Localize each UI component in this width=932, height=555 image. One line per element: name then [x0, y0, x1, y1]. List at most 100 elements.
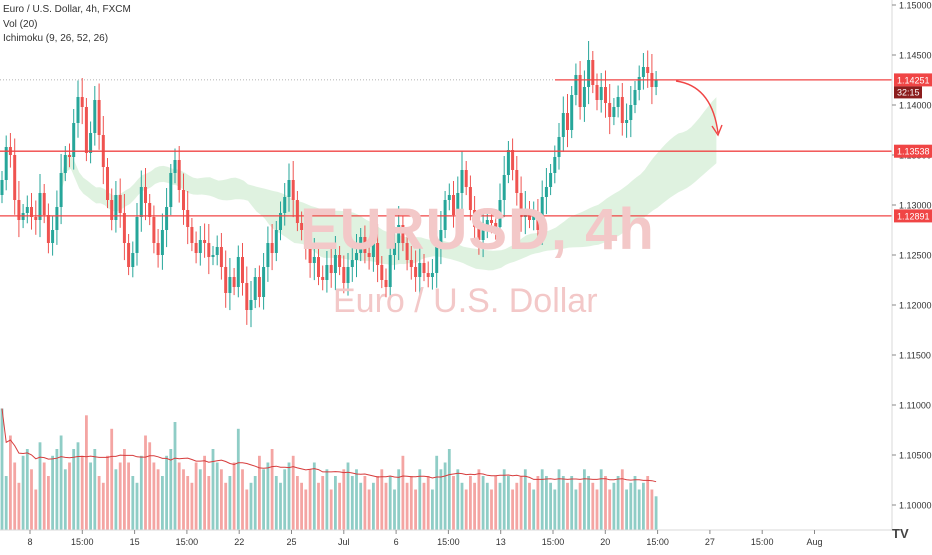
- candle-body: [241, 257, 244, 283]
- candle-body: [616, 97, 620, 107]
- candle-body: [641, 67, 645, 77]
- volume-bar: [47, 476, 50, 530]
- ichimoku-indicator-label[interactable]: Ichimoku (9, 26, 52, 26): [3, 33, 109, 44]
- candle-body: [118, 195, 122, 213]
- candle: [173, 148, 177, 184]
- candle: [477, 210, 481, 255]
- volume-bar: [21, 455, 25, 531]
- candle: [380, 256, 384, 289]
- candle: [633, 81, 637, 114]
- candle-body: [266, 243, 270, 267]
- volume-bar: [447, 449, 451, 530]
- candle-body: [312, 257, 316, 263]
- candle-body: [604, 87, 607, 103]
- volume-bar: [245, 489, 249, 530]
- candle: [650, 54, 654, 105]
- price-tick-label: 1.14000: [899, 101, 932, 111]
- candle-body: [633, 90, 637, 105]
- candle-body: [405, 243, 409, 260]
- candle-body: [452, 195, 455, 215]
- candle-body: [329, 265, 333, 273]
- candle-body: [409, 260, 413, 267]
- time-axis-background: [0, 530, 932, 550]
- candle: [139, 170, 143, 232]
- volume-bar: [123, 449, 126, 530]
- candle-body: [114, 195, 118, 220]
- candle: [312, 238, 316, 281]
- volume-bar: [152, 462, 156, 530]
- time-tick-label: Aug: [806, 537, 822, 547]
- candle-body: [355, 253, 358, 260]
- volume-bar: [431, 489, 434, 530]
- volume-bar: [422, 482, 426, 531]
- symbol-title[interactable]: Euro / U.S. Dollar, 4h, FXCM: [3, 4, 131, 15]
- volume-bar: [608, 489, 612, 530]
- candle-body: [439, 230, 443, 247]
- candle: [468, 175, 472, 221]
- candle: [422, 254, 426, 282]
- candle: [519, 176, 523, 232]
- candle-body: [97, 100, 101, 135]
- volume-bar: [169, 449, 173, 530]
- volume-bar: [25, 449, 29, 530]
- volume-bar: [494, 476, 498, 530]
- volume-bar: [190, 482, 194, 531]
- candle: [414, 250, 418, 292]
- candle-body: [582, 87, 586, 107]
- candle: [363, 225, 367, 264]
- volume-bar: [629, 482, 633, 531]
- volume-indicator-label[interactable]: Vol (20): [3, 19, 38, 30]
- volume-bar: [220, 469, 223, 531]
- candle: [591, 51, 595, 94]
- price-tick-label: 1.10000: [899, 501, 932, 511]
- candle: [51, 216, 55, 256]
- volume-bar: [363, 476, 367, 530]
- candle-body: [447, 195, 451, 200]
- volume-bar: [135, 482, 139, 531]
- candle: [629, 86, 633, 138]
- candle-body: [211, 255, 215, 257]
- volume-bar: [186, 476, 190, 530]
- level-price-tag: [894, 209, 932, 223]
- volume-bar: [460, 482, 464, 531]
- candle-body: [106, 167, 109, 200]
- candle-body: [506, 150, 510, 175]
- candle: [17, 181, 21, 238]
- candle: [426, 261, 430, 288]
- candle-body: [629, 105, 633, 120]
- candle-body: [304, 230, 308, 247]
- candle-body: [540, 197, 544, 230]
- candle-body: [435, 247, 439, 273]
- volume-bar: [59, 435, 63, 530]
- candle-body: [274, 230, 278, 253]
- time-tick-label: 15:00: [542, 537, 565, 547]
- candle: [612, 98, 616, 126]
- volume-bar: [262, 469, 265, 531]
- candle-body: [570, 95, 574, 130]
- candle: [388, 241, 392, 300]
- candle-body: [0, 180, 4, 195]
- time-tick-label: 6: [394, 537, 399, 547]
- candle-body: [587, 60, 591, 87]
- volume-bar: [637, 489, 641, 530]
- candle: [203, 223, 207, 258]
- volume-bar: [473, 482, 476, 531]
- candle-body: [346, 267, 350, 283]
- volume-bar: [304, 489, 308, 530]
- candle-body: [160, 230, 164, 255]
- volume-bar: [553, 489, 557, 530]
- candle: [544, 168, 548, 215]
- candle: [283, 183, 287, 226]
- volume-bar: [418, 469, 422, 531]
- candle: [350, 243, 354, 282]
- candle: [557, 123, 561, 170]
- volume-bar: [106, 455, 109, 531]
- candle: [494, 209, 498, 240]
- candle: [397, 206, 401, 261]
- candle: [304, 216, 308, 260]
- candle: [131, 241, 135, 278]
- volume-bar: [224, 482, 228, 531]
- volume-bar: [93, 449, 97, 530]
- level-price-tag-label: 1.13538: [897, 147, 930, 157]
